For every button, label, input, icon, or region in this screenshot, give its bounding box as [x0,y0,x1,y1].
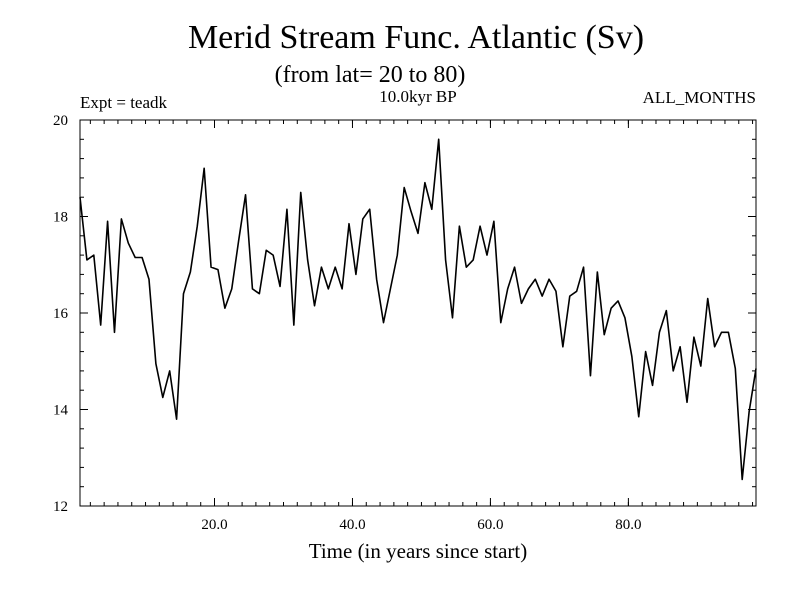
series-group [79,138,757,481]
y-tick-label: 14 [53,403,69,419]
chart-title: Merid Stream Func. Atlantic (Sv) [188,19,644,56]
x-tick-label: 40.0 [339,517,365,533]
axis-ticks [80,119,756,507]
x-tick-label: 20.0 [201,517,227,533]
y-tick-label: 20 [53,113,68,129]
months-label: ALL_MONTHS [643,88,756,107]
x-axis-label: Time (in years since start) [309,539,528,563]
plot-frame [79,119,757,507]
chart-subtitle: (from lat= 20 to 80) [275,62,466,88]
y-tick-label: 18 [53,210,68,226]
y-tick-label: 16 [53,306,69,322]
y-tick-label: 12 [53,499,68,515]
x-tick-label: 80.0 [615,517,641,533]
x-tick-label: 60.0 [477,517,503,533]
period-label: 10.0kyr BP [379,87,456,106]
axis-tick-labels: 20.0 40.0 60.0 80.0 12 14 16 18 20 [53,113,642,533]
experiment-label: Expt = teadk [80,93,168,112]
series-line [79,138,757,481]
